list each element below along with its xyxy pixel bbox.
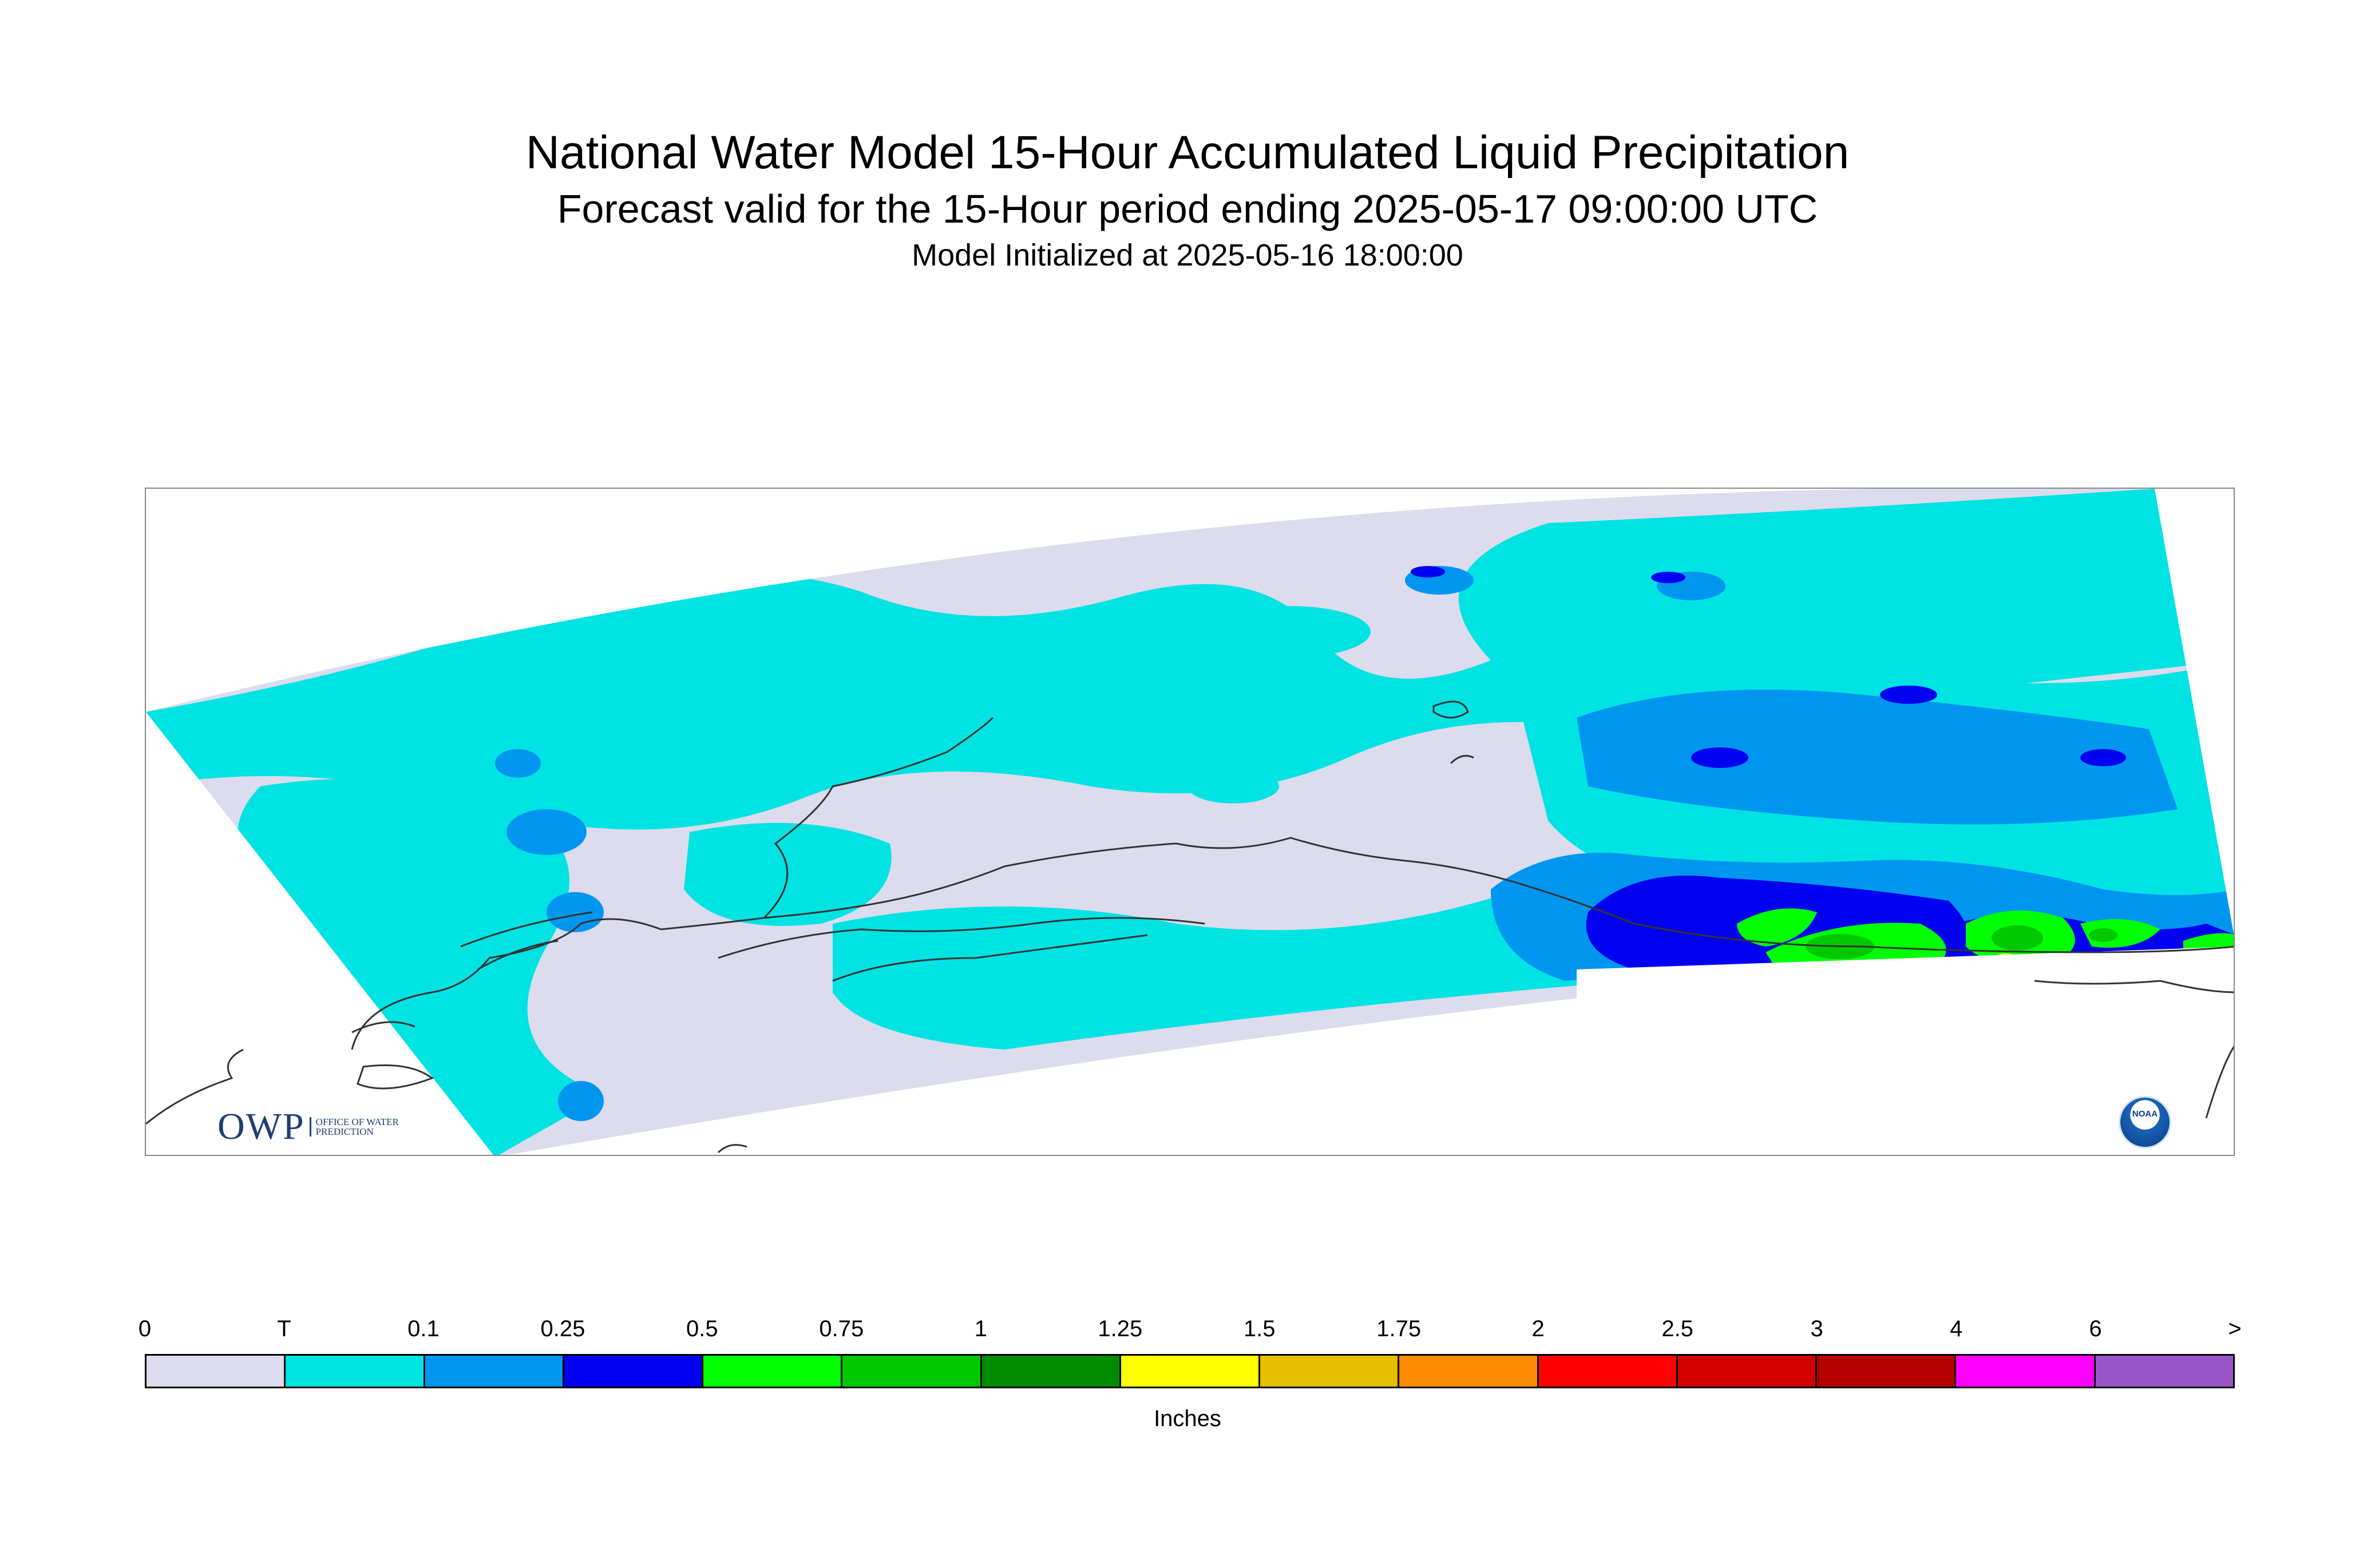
legend-tick-label: 0.5: [686, 1316, 718, 1341]
legend-tick-label: 2: [1531, 1316, 1545, 1341]
legend-swatch-7: [1121, 1356, 1261, 1387]
legend-swatch-3: [564, 1356, 704, 1387]
legend-tick-label: 1.5: [1243, 1316, 1276, 1341]
legend-tick-label: >: [2228, 1316, 2242, 1341]
coastline: [146, 700, 2234, 1154]
owp-logo-text: Office of Water Prediction: [309, 1117, 402, 1137]
owp-logo: OWP Office of Water Prediction: [217, 1106, 402, 1147]
noaa-logo-text: NOAA: [2132, 1109, 2158, 1119]
legend-tick-label: 1: [974, 1316, 987, 1341]
legend-swatch-1: [286, 1356, 425, 1387]
legend-swatch-11: [1677, 1356, 1818, 1387]
legend-tick-label: 3: [1810, 1316, 1823, 1341]
precipitation-map: OWP Office of Water Prediction NOAA: [145, 488, 2235, 1156]
legend-swatch-8: [1260, 1356, 1400, 1387]
heavier-precip-areas: [1806, 925, 2117, 959]
legend-swatch-14: [2095, 1356, 2233, 1387]
legend-units: Inches: [1154, 1406, 1221, 1431]
outside-domain: [1577, 947, 2234, 1155]
color-legend: [145, 1354, 2235, 1388]
map-svg: [146, 489, 2234, 1155]
legend-tick-label: 0.1: [407, 1316, 440, 1341]
legend-tick-label: 1.25: [1098, 1316, 1143, 1341]
legend-swatch-0: [147, 1356, 286, 1387]
map-title: National Water Model 15-Hour Accumulated…: [525, 126, 1850, 179]
legend-swatch-2: [425, 1356, 564, 1387]
legend-tick-label: 4: [1949, 1316, 1963, 1341]
legend-swatch-13: [1956, 1356, 2096, 1387]
noaa-logo: NOAA: [2120, 1098, 2170, 1147]
legend-tick-label: 1.75: [1376, 1316, 1422, 1341]
legend-tick-label: 0: [138, 1316, 152, 1341]
map-subtitle: Forecast valid for the 15-Hour period en…: [557, 187, 1818, 231]
legend-tick-label: T: [277, 1316, 291, 1341]
legend-tick-label: 0.25: [540, 1316, 585, 1341]
legend-swatch-9: [1399, 1356, 1539, 1387]
legend-tick-label: 2.5: [1661, 1316, 1693, 1341]
model-init-text: Model Initialized at 2025-05-16 18:00:00: [912, 238, 1463, 272]
legend-swatch-10: [1538, 1356, 1678, 1387]
legend-swatch-5: [842, 1356, 982, 1387]
legend-swatch-4: [703, 1356, 843, 1387]
legend-swatch-6: [981, 1356, 1121, 1387]
legend-tick-label: 0.75: [819, 1316, 864, 1341]
owp-logo-letters: OWP: [217, 1106, 305, 1147]
legend-swatch-12: [1817, 1356, 1957, 1387]
legend-tick-label: 6: [2089, 1316, 2102, 1341]
